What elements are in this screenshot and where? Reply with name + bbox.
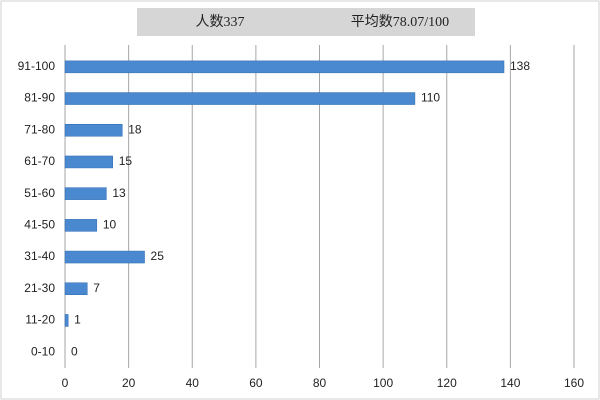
value-label: 15 bbox=[119, 154, 133, 168]
y-tick-label: 31-40 bbox=[24, 249, 55, 263]
y-tick-label: 71-80 bbox=[24, 122, 55, 136]
value-label: 25 bbox=[151, 249, 165, 263]
y-tick-label: 0-10 bbox=[31, 344, 55, 358]
x-tick-label: 20 bbox=[122, 376, 136, 390]
x-tick-label: 60 bbox=[249, 376, 263, 390]
x-tick-label: 100 bbox=[373, 376, 393, 390]
x-tick-label: 80 bbox=[313, 376, 327, 390]
chart-subtitle: 平均数78.07/100 bbox=[351, 14, 449, 30]
y-tick-label: 41-50 bbox=[24, 218, 55, 232]
y-tick-label: 11-20 bbox=[25, 313, 55, 327]
x-tick-label: 40 bbox=[186, 376, 200, 390]
value-label: 1 bbox=[74, 313, 81, 327]
bar bbox=[64, 60, 505, 74]
x-tick-label: 140 bbox=[500, 376, 520, 390]
bar bbox=[64, 314, 69, 327]
value-label: 10 bbox=[103, 218, 117, 232]
bar bbox=[64, 124, 123, 137]
value-label: 110 bbox=[421, 91, 440, 105]
value-label: 7 bbox=[93, 281, 100, 295]
chart-title: 人数337 bbox=[196, 14, 245, 30]
y-tick-label: 61-70 bbox=[24, 154, 55, 168]
y-tick-label: 91-100 bbox=[18, 59, 56, 73]
y-tick-label: 51-60 bbox=[24, 186, 55, 200]
bar bbox=[64, 282, 88, 295]
value-label: 0 bbox=[71, 344, 78, 358]
title-box bbox=[137, 8, 475, 36]
value-label: 18 bbox=[128, 122, 142, 136]
value-label: 138 bbox=[510, 59, 530, 73]
x-tick-label: 0 bbox=[62, 376, 69, 390]
bar bbox=[64, 187, 107, 200]
value-label: 13 bbox=[112, 186, 126, 200]
y-tick-label: 21-30 bbox=[24, 281, 55, 295]
x-tick-label: 160 bbox=[564, 376, 584, 390]
x-tick-label: 120 bbox=[437, 376, 457, 390]
bar bbox=[64, 219, 98, 232]
bar bbox=[64, 92, 416, 105]
y-tick-label: 81-90 bbox=[24, 91, 55, 105]
bar bbox=[64, 155, 113, 169]
bar bbox=[64, 250, 145, 264]
